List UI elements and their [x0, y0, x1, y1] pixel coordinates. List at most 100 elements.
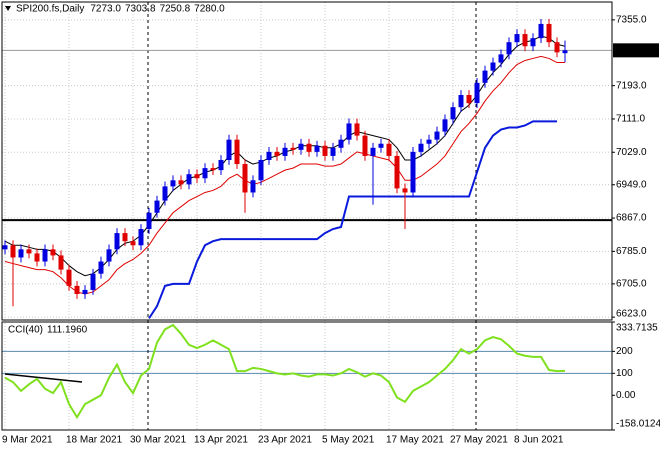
cci-title: CCI(40) — [8, 325, 43, 336]
candle-body — [362, 135, 368, 156]
candle-body — [114, 233, 120, 250]
candle-body — [434, 131, 440, 140]
candle-body — [410, 151, 416, 193]
y-tick-label: 6949.0 — [616, 179, 647, 190]
candle-body — [370, 147, 376, 156]
candle-body — [306, 143, 312, 152]
candle-body — [402, 188, 408, 193]
candle-body — [226, 139, 232, 160]
candle-body — [58, 255, 64, 270]
y-tick-label: 333.7135 — [616, 323, 658, 334]
candle-body — [546, 23, 552, 43]
y-tick-label: 7111.0 — [616, 114, 646, 125]
candle-body — [170, 180, 176, 187]
x-tick-label: 23 Apr 2021 — [258, 435, 312, 446]
series-line — [148, 120, 557, 319]
x-tick-label: 13 Apr 2021 — [194, 435, 248, 446]
y-tick-label: 6867.0 — [616, 213, 647, 224]
candle-body — [210, 168, 216, 171]
candle-body — [506, 42, 512, 55]
candle-body — [2, 245, 8, 250]
candle-body — [474, 82, 480, 104]
candle-body — [482, 70, 488, 83]
candle-body — [322, 145, 328, 156]
candle-body — [522, 34, 528, 47]
candle-body — [394, 155, 400, 189]
y-tick-label: 6785.0 — [616, 246, 647, 257]
candle-body — [18, 249, 24, 258]
candle-body — [122, 233, 128, 242]
candle-body — [466, 95, 472, 104]
candle-body — [450, 107, 456, 120]
candle-body — [130, 241, 136, 246]
candle-body — [106, 249, 112, 262]
candle-body — [178, 180, 184, 185]
y-tick-label: 100 — [616, 368, 633, 379]
candle-body — [490, 62, 496, 71]
candle-body — [82, 289, 88, 295]
candle-body — [90, 273, 96, 290]
candle-body — [66, 269, 72, 286]
x-tick-label: 17 May 2021 — [386, 435, 444, 446]
candle-body — [290, 147, 296, 150]
candle-body — [162, 186, 168, 201]
series-line — [4, 323, 566, 420]
candle-body — [42, 249, 48, 262]
candle-body — [530, 38, 536, 47]
candle-body — [554, 42, 560, 53]
price-title: SPI200.fs,Daily — [16, 4, 84, 15]
y-tick-label: 200 — [616, 346, 633, 357]
candle-body — [50, 249, 56, 256]
candle-body — [274, 151, 280, 156]
candle-body — [218, 159, 224, 171]
y-tick-label: 7355.0 — [616, 15, 647, 26]
candle-body — [298, 143, 304, 150]
candle-body — [138, 229, 144, 246]
candle-body — [98, 261, 104, 274]
candle-body — [194, 174, 200, 179]
candle-body — [354, 123, 360, 136]
trendline — [4, 373, 83, 383]
candle-body — [498, 54, 504, 63]
x-tick-label: 5 May 2021 — [322, 435, 375, 446]
header-value: 7273.0 — [90, 4, 121, 15]
candle-body — [442, 119, 448, 132]
candle-body — [330, 147, 336, 156]
candle-body — [538, 23, 544, 39]
candle-body — [418, 143, 424, 152]
candle-body — [266, 151, 272, 160]
last-price-label: 7280.0 — [617, 45, 648, 56]
x-tick-label: 27 May 2021 — [450, 435, 508, 446]
candle-body — [282, 147, 288, 156]
candle-body — [338, 139, 344, 148]
candle-body — [146, 212, 152, 230]
price-frame — [1, 1, 613, 321]
candle-body — [10, 245, 16, 258]
last-price-box — [613, 43, 659, 58]
candle-body — [202, 168, 208, 179]
marks — [2, 19, 612, 420]
header-value: 7280.0 — [194, 4, 225, 15]
candle-body — [234, 139, 240, 165]
candle-body — [74, 285, 80, 295]
cci-current: 111.1960 — [47, 325, 88, 336]
candle-body — [34, 253, 40, 262]
y-tick-label: 7193.0 — [616, 80, 647, 91]
x-tick-label: 9 Mar 2021 — [2, 435, 53, 446]
header-value: 7303.8 — [125, 4, 156, 15]
candle-body — [314, 145, 320, 152]
candle-body — [186, 174, 192, 185]
y-tick-label: 0.00 — [616, 390, 636, 401]
candle-body — [26, 249, 32, 254]
candle-body — [562, 50, 568, 54]
candle-body — [346, 123, 352, 140]
series-line — [4, 55, 565, 295]
header-value: 7250.8 — [160, 4, 191, 15]
candle-body — [250, 180, 256, 193]
x-tick-label: 8 Jun 2021 — [514, 435, 564, 446]
candle-body — [514, 34, 520, 43]
cci-frame — [1, 321, 613, 431]
